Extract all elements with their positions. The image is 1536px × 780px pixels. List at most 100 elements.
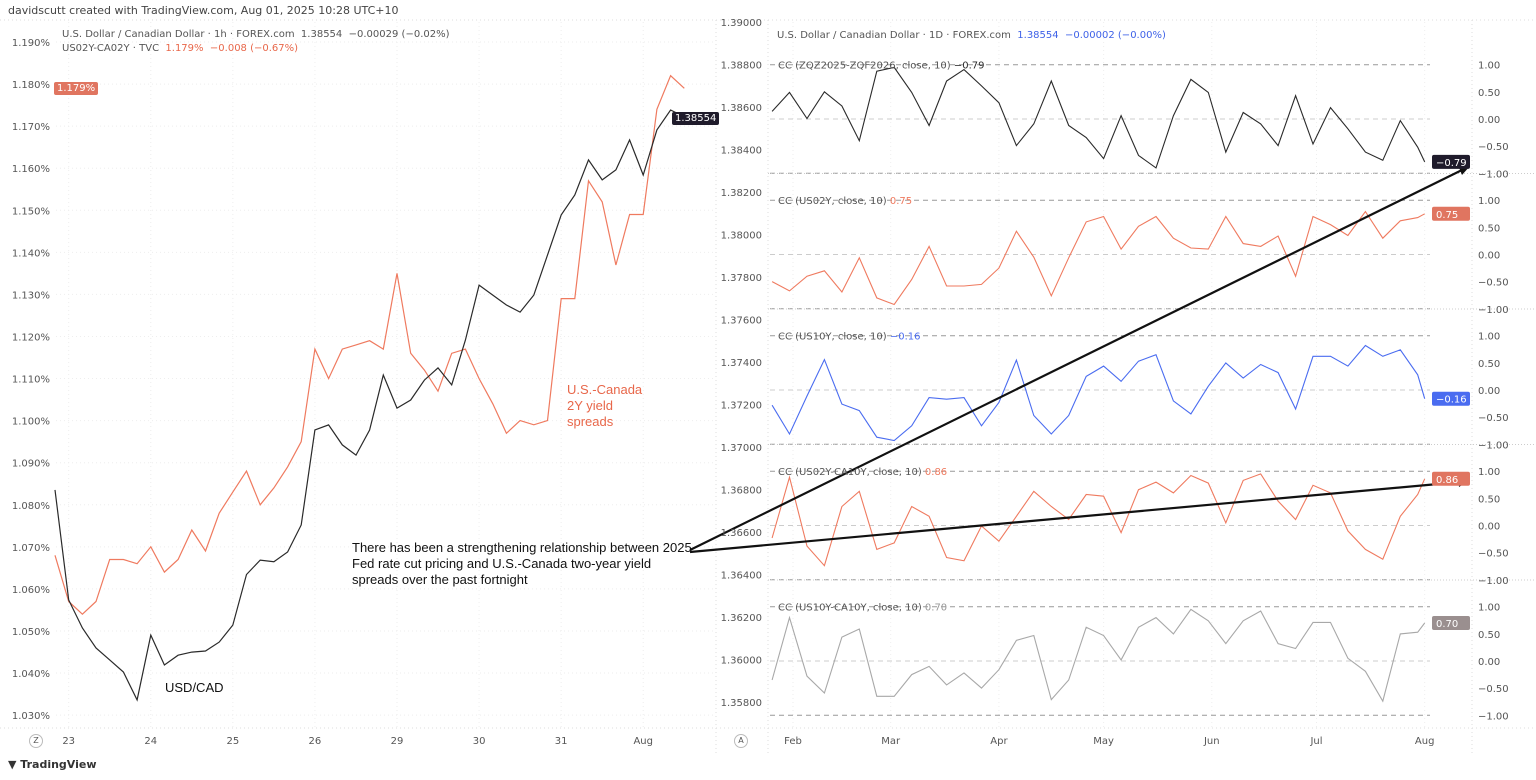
x-tick-label: 26	[309, 736, 322, 747]
price-tick-label: 1.36200	[721, 613, 762, 624]
panel-tick-label: −0.50	[1478, 413, 1509, 424]
legend-value: 1.179%	[165, 43, 204, 54]
price-tick-label: 1.37400	[721, 358, 762, 369]
y-tick-label: 1.090%	[12, 459, 50, 470]
panel-value-badge-text: 0.86	[1436, 475, 1458, 486]
price-tick-label: 1.36000	[721, 656, 762, 667]
usdcad-price-badge: 1.38554	[672, 112, 720, 125]
panel-tick-label: −0.50	[1478, 142, 1509, 153]
legend-value: 1.38554	[1017, 30, 1059, 41]
price-tick-label: 1.38600	[721, 103, 762, 114]
price-tick-label: 1.38800	[721, 61, 762, 72]
x-tick-label: 29	[391, 736, 404, 747]
panel-value-badge-text: 0.75	[1436, 210, 1458, 221]
panel-tick-label: −0.50	[1478, 684, 1509, 695]
x-tick-label: 25	[226, 736, 239, 747]
panel-tick-label: −0.50	[1478, 278, 1509, 289]
legend-change: −0.008 (−0.67%)	[209, 43, 299, 54]
x-tick-label: Mar	[881, 736, 901, 747]
correlation-line-2	[771, 344, 1426, 442]
legend-value: 1.38554	[300, 29, 343, 40]
y-tick-label: 1.070%	[12, 543, 50, 554]
panel-title: CC (US10Y-CA10Y, close, 10) 0.70	[778, 603, 947, 614]
legend-symbol: U.S. Dollar / Canadian Dollar · 1h · FOR…	[62, 29, 295, 40]
trend-arrow-ffr	[689, 169, 1463, 551]
panel-indicator-name: CC (US10Y-CA10Y, close, 10)	[778, 603, 925, 614]
panel-tick-label: 1.00	[1478, 61, 1500, 72]
panel-indicator-value: 0.70	[925, 603, 947, 614]
panel-tick-label: −1.00	[1478, 305, 1509, 316]
series-line-us02y-ca02y	[54, 74, 685, 616]
panel-tick-label: 0.00	[1478, 657, 1500, 668]
annotation-note: There has been a strengthening relations…	[352, 540, 692, 587]
price-tick-label: 1.38400	[721, 146, 762, 157]
panel-value-badge	[1432, 471, 1470, 486]
correlation-line-0	[771, 66, 1426, 169]
panel-tick-label: 1.00	[1478, 467, 1500, 478]
legend-change: −0.00002 (−0.00%)	[1065, 30, 1166, 41]
y-tick-label: 1.170%	[12, 122, 50, 133]
x-tick-label: Apr	[990, 736, 1008, 747]
panel-indicator-name: CC (ZQZ2025-ZQF2026, close, 10)	[778, 61, 954, 72]
panel-value-badge	[1432, 615, 1470, 630]
x-tick-label: Feb	[784, 736, 802, 747]
x-tick-label: Aug	[1415, 736, 1435, 747]
panel-indicator-value: −0.79	[954, 61, 985, 72]
panel-value-badge-text: −0.16	[1436, 395, 1467, 406]
legend-change: −0.00029 (−0.02%)	[348, 29, 450, 40]
legend-spread: US02Y-CA02Y · TVC 1.179% −0.008 (−0.67%)	[62, 43, 298, 54]
panel-indicator-value: −0.16	[890, 332, 921, 343]
legend-symbol: U.S. Dollar / Canadian Dollar · 1D · FOR…	[777, 30, 1011, 41]
y-tick-label: 1.140%	[12, 248, 50, 259]
panel-tick-label: 0.00	[1478, 251, 1500, 262]
y-tick-label: 1.160%	[12, 164, 50, 175]
panel-indicator-name: CC (US02Y, close, 10)	[778, 196, 890, 207]
panel-tick-label: −1.00	[1478, 440, 1509, 451]
price-tick-label: 1.36600	[721, 528, 762, 539]
trend-arrows	[689, 165, 1470, 554]
tradingview-logo[interactable]: ▼ TradingView	[8, 758, 97, 771]
y-tick-label: 1.180%	[12, 80, 50, 91]
price-tick-label: 1.36400	[721, 571, 762, 582]
trend-arrow-spread	[689, 480, 1461, 554]
price-tick-label: 1.38200	[721, 188, 762, 199]
panel-value-badge	[1432, 154, 1470, 169]
y-tick-label: 1.110%	[12, 375, 50, 386]
panel-tick-label: 0.00	[1478, 115, 1500, 126]
correlation-line-3	[771, 473, 1426, 567]
auto-scale-icon[interactable]: A	[734, 734, 748, 748]
x-tick-label: Jul	[1309, 736, 1322, 747]
y-tick-label: 1.050%	[12, 627, 50, 638]
x-tick-label: 23	[62, 736, 75, 747]
panel-tick-label: 1.00	[1478, 332, 1500, 343]
panel-tick-label: 0.00	[1478, 386, 1500, 397]
x-tick-label: Aug	[633, 736, 653, 747]
panel-indicator-name: CC (US02Y-CA10Y, close, 10)	[778, 467, 925, 478]
price-tick-label: 1.37800	[721, 273, 762, 284]
panel-indicator-value: 0.75	[890, 196, 912, 207]
timezone-icon[interactable]: Z	[29, 734, 43, 748]
price-tick-label: 1.37000	[721, 443, 762, 454]
x-tick-label: May	[1093, 736, 1114, 747]
y-tick-label: 1.060%	[12, 585, 50, 596]
spread-price-badge: 1.179%	[54, 82, 99, 95]
legend-usdcad-1h: U.S. Dollar / Canadian Dollar · 1h · FOR…	[62, 29, 450, 40]
y-tick-label: 1.080%	[12, 501, 50, 512]
panel-value-badge	[1432, 206, 1470, 221]
x-tick-label: Jun	[1203, 736, 1220, 747]
panel-title: CC (US10Y, close, 10) −0.16	[778, 332, 920, 343]
x-tick-label: 31	[555, 736, 568, 747]
panel-tick-label: 0.50	[1478, 630, 1500, 641]
panel-value-badge-text: 0.70	[1436, 619, 1458, 630]
correlation-line-1	[771, 210, 1425, 306]
panel-tick-label: −1.00	[1478, 169, 1509, 180]
panel-tick-label: 0.50	[1478, 494, 1500, 505]
y-tick-label: 1.030%	[12, 711, 50, 722]
y-tick-label: 1.190%	[12, 38, 50, 49]
legend-symbol: US02Y-CA02Y · TVC	[62, 43, 160, 54]
panel-value-badge-text: −0.79	[1436, 158, 1467, 169]
chart-credit: davidscutt created with TradingView.com,…	[8, 4, 399, 17]
logo-text: TradingView	[20, 758, 97, 771]
panel-tick-label: −0.50	[1478, 549, 1509, 560]
